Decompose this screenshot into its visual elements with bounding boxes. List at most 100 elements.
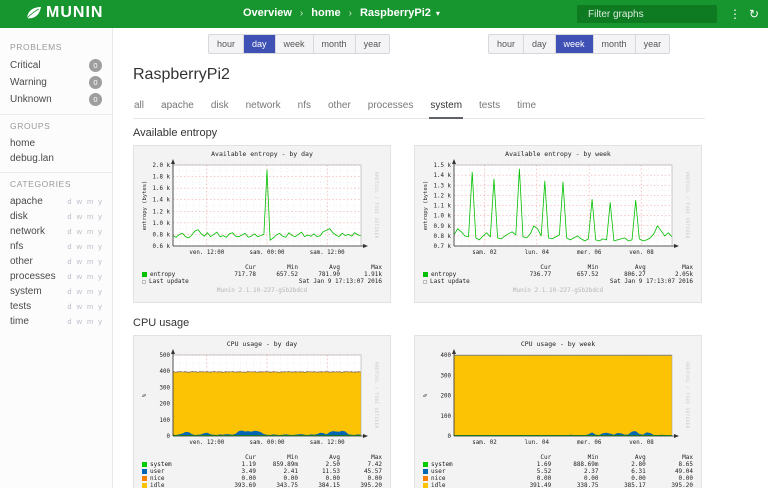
range-month-button[interactable]: month — [593, 35, 636, 53]
svg-text:1.8 k: 1.8 k — [153, 175, 171, 181]
cpu-usage-week-chart[interactable]: 0 100 200 300 400 sam. 02 lun. 04 mer. 06 ven. 0… — [420, 349, 696, 449]
category-period-link-w[interactable]: w — [76, 197, 82, 206]
category-period-link-m[interactable]: m — [87, 242, 94, 251]
category-period-link-m[interactable]: m — [87, 212, 94, 221]
breadcrumb-dropdown-caret-icon[interactable]: ▾ — [435, 8, 440, 18]
category-period-link-d[interactable]: d — [67, 272, 72, 281]
category-period-link-y[interactable]: y — [98, 272, 102, 281]
category-period-link-y[interactable]: y — [98, 302, 102, 311]
range-year-button[interactable]: year — [355, 35, 390, 53]
category-period-link-d[interactable]: d — [67, 302, 72, 311]
category-period-link-w[interactable]: w — [76, 272, 82, 281]
svg-text:1.3 k: 1.3 k — [434, 183, 452, 189]
category-period-link-d[interactable]: d — [67, 197, 72, 206]
tab-disk[interactable]: disk — [210, 100, 229, 111]
range-week-button[interactable]: week — [555, 35, 594, 53]
category-period-link-y[interactable]: y — [98, 242, 102, 251]
search-box[interactable] — [577, 5, 720, 23]
svg-text:300: 300 — [441, 373, 452, 379]
breadcrumb-item-overview[interactable]: Overview — [243, 7, 292, 19]
svg-text:lun. 04: lun. 04 — [525, 250, 550, 256]
category-item-nfs[interactable]: nfs d w m y — [0, 239, 112, 254]
available-entropy-day-chart[interactable]: 0.6 k 0.8 k 1.0 k 1.2 k 1.4 k 1.6 k 1.8 k 2.0 k… — [139, 159, 385, 259]
category-item-tests[interactable]: tests d w m y — [0, 299, 112, 314]
tab-processes[interactable]: processes — [367, 100, 414, 111]
category-period-link-d[interactable]: d — [67, 212, 72, 221]
category-period-link-m[interactable]: m — [87, 317, 94, 326]
category-item-processes[interactable]: processes d w m y — [0, 269, 112, 284]
breadcrumb-item-raspberrypi2[interactable]: RaspberryPi2 — [359, 7, 431, 19]
category-period-link-y[interactable]: y — [98, 212, 102, 221]
group-item-debug-lan[interactable]: debug.lan — [0, 151, 112, 166]
tab-system[interactable]: system — [429, 96, 464, 119]
category-period-link-w[interactable]: w — [76, 257, 82, 266]
svg-text:500: 500 — [160, 353, 171, 359]
svg-text:sam. 02: sam. 02 — [472, 250, 496, 256]
breadcrumb-item-home[interactable]: home — [311, 7, 341, 19]
problem-item-critical[interactable]: Critical 0 — [0, 57, 112, 74]
category-period-link-y[interactable]: y — [98, 317, 102, 326]
top-header: MUNIN Overview › home › RaspberryPi2 ▾ ⋮ ↻ — [0, 0, 768, 28]
tab-tests[interactable]: tests — [479, 100, 501, 111]
svg-text:RRDTOOL / TOBI OETIKER: RRDTOOL / TOBI OETIKER — [685, 362, 690, 428]
range-hour-button[interactable]: hour — [209, 35, 245, 53]
group-item-home[interactable]: home — [0, 136, 112, 151]
category-period-link-w[interactable]: w — [76, 212, 82, 221]
category-period-link-y[interactable]: y — [98, 257, 102, 266]
stat-value: 6.31 — [631, 468, 646, 475]
range-year-button[interactable]: year — [635, 35, 670, 53]
tab-time[interactable]: time — [517, 100, 537, 111]
category-period-link-y[interactable]: y — [98, 287, 102, 296]
category-period-link-m[interactable]: m — [87, 197, 94, 206]
menu-kebab-icon[interactable]: ⋮ — [729, 7, 741, 21]
tab-other[interactable]: other — [327, 100, 351, 111]
legend-label: nice — [431, 475, 446, 482]
category-period-link-d[interactable]: d — [67, 227, 72, 236]
svg-text:1.1 k: 1.1 k — [434, 204, 452, 210]
category-item-system[interactable]: system d w m y — [0, 284, 112, 299]
category-period-link-d[interactable]: d — [67, 287, 72, 296]
tab-network[interactable]: network — [245, 100, 281, 111]
category-period-link-w[interactable]: w — [76, 317, 82, 326]
category-item-disk[interactable]: disk d w m y — [0, 209, 112, 224]
app-logo[interactable]: MUNIN — [26, 4, 103, 22]
category-item-other[interactable]: other d w m y — [0, 254, 112, 269]
tab-apache[interactable]: apache — [161, 100, 194, 111]
category-item-apache[interactable]: apache d w m y — [0, 194, 112, 209]
range-day-button[interactable]: day — [524, 35, 556, 53]
problem-item-warning[interactable]: Warning 0 — [0, 74, 112, 91]
category-period-link-m[interactable]: m — [87, 287, 94, 296]
category-period-link-w[interactable]: w — [76, 302, 82, 311]
range-week-button[interactable]: week — [275, 35, 314, 53]
category-item-time[interactable]: time d w m y — [0, 314, 112, 329]
search-input[interactable] — [588, 8, 720, 20]
category-period-link-w[interactable]: w — [76, 242, 82, 251]
svg-text:400: 400 — [441, 353, 452, 359]
refresh-icon[interactable]: ↻ — [749, 7, 760, 21]
category-period-link-d[interactable]: d — [67, 317, 72, 326]
tab-nfs[interactable]: nfs — [297, 100, 311, 111]
category-period-link-w[interactable]: w — [76, 287, 82, 296]
problem-item-unknown[interactable]: Unknown 0 — [0, 91, 112, 108]
category-period-link-d[interactable]: d — [67, 242, 72, 251]
cpu-usage-day-chart[interactable]: 0 100 200 300 400 500 ven. 12:00 sam. 00:00 sam.… — [139, 349, 385, 449]
category-period-link-w[interactable]: w — [76, 227, 82, 236]
svg-text:RRDTOOL / TOBI OETIKER: RRDTOOL / TOBI OETIKER — [685, 172, 690, 238]
category-period-link-m[interactable]: m — [87, 257, 94, 266]
svg-text:0.6 k: 0.6 k — [153, 244, 171, 250]
breadcrumb-separator: › — [299, 7, 304, 19]
range-hour-button[interactable]: hour — [489, 35, 525, 53]
category-period-link-y[interactable]: y — [98, 197, 102, 206]
range-day-button[interactable]: day — [244, 35, 276, 53]
category-period-link-m[interactable]: m — [87, 227, 94, 236]
available-entropy-week-chart[interactable]: 0.7 k 0.8 k 0.9 k 1.0 k 1.1 k 1.2 k 1.3 k 1.4 k… — [420, 159, 696, 259]
category-period-link-m[interactable]: m — [87, 302, 94, 311]
category-period-link-m[interactable]: m — [87, 272, 94, 281]
category-period-link-y[interactable]: y — [98, 227, 102, 236]
legend-swatch-idle — [142, 483, 147, 488]
tab-all[interactable]: all — [134, 100, 145, 111]
category-period-link-d[interactable]: d — [67, 257, 72, 266]
legend-label: nice — [150, 475, 165, 482]
range-month-button[interactable]: month — [313, 35, 356, 53]
category-item-network[interactable]: network d w m y — [0, 224, 112, 239]
